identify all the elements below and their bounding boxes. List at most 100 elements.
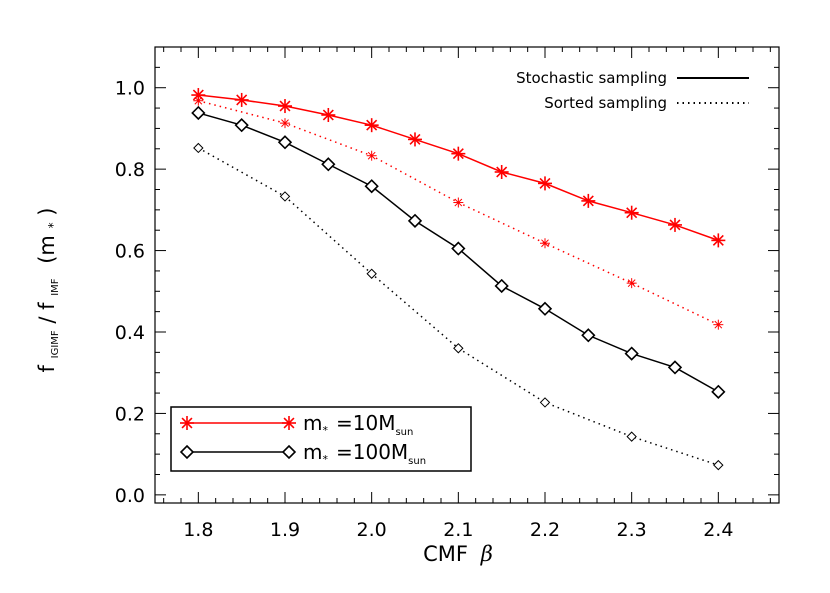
- marker-stroke: [283, 417, 295, 429]
- data-point-asterisk: [453, 197, 464, 208]
- data-point-asterisk: [581, 193, 596, 208]
- data-point-diamond: [453, 343, 464, 354]
- data-point-asterisk: [451, 146, 466, 161]
- x-tick-label: 2.3: [617, 519, 647, 541]
- marker-stroke: [367, 151, 376, 160]
- legend-marker-10msun-right: [282, 416, 296, 430]
- data-point-asterisk: [193, 95, 204, 106]
- marker-stroke: [714, 320, 723, 329]
- marker-stroke: [496, 166, 508, 178]
- x-tick-label: 1.9: [270, 519, 300, 541]
- data-point-asterisk: [321, 107, 336, 122]
- legend-msub-100: *: [322, 453, 328, 466]
- marker-stroke: [541, 239, 549, 248]
- marker-stroke: [712, 234, 724, 246]
- legend-marker-100msun-left: [179, 444, 195, 460]
- data-point-asterisk: [234, 92, 249, 107]
- y-tick-label: 0.0: [115, 485, 145, 507]
- series-0: [191, 88, 726, 248]
- data-point-asterisk: [494, 164, 509, 179]
- data-point-diamond: [277, 135, 293, 150]
- data-point-diamond: [537, 301, 553, 316]
- data-point-asterisk: [668, 217, 682, 232]
- legend-mass-box: [170, 406, 472, 472]
- marker-stroke: [452, 148, 464, 160]
- x-tick-label: 1.8: [183, 519, 213, 541]
- marker-stroke: [366, 119, 378, 131]
- marker-stroke: [627, 279, 636, 288]
- legend-diamond: [179, 444, 195, 460]
- data-point-asterisk: [540, 238, 550, 249]
- data-point-asterisk: [624, 205, 639, 220]
- legend-sub-100: sun: [408, 456, 426, 467]
- series-line: [198, 100, 719, 326]
- data-point-diamond: [711, 384, 726, 399]
- y-axis-title: f IGIMF / f IMF (m * ): [35, 208, 63, 373]
- legend-label-stochastic: Stochastic sampling: [516, 69, 667, 87]
- data-point-diamond: [279, 191, 291, 202]
- legend-msub-10: *: [322, 424, 328, 437]
- series-layer: [191, 88, 726, 471]
- x-tick-label: 2.2: [530, 519, 560, 541]
- legend-m-100: m: [303, 440, 322, 464]
- data-point-asterisk: [626, 278, 637, 289]
- y-label-arg-close: ): [35, 208, 59, 216]
- data-point-diamond: [667, 360, 683, 375]
- data-point-diamond: [451, 241, 466, 256]
- data-point-diamond: [193, 142, 204, 154]
- data-point-asterisk: [278, 99, 292, 114]
- marker-stroke: [181, 417, 193, 429]
- legend-asterisk: [180, 416, 194, 430]
- x-tick-label: 2.4: [703, 519, 733, 541]
- plot-frame: [154, 46, 780, 504]
- data-point-diamond: [494, 278, 509, 294]
- data-point-asterisk: [713, 319, 724, 330]
- data-point-diamond: [191, 105, 206, 121]
- legend-eq-100: =100M: [336, 440, 408, 464]
- y-label-slash: /: [35, 316, 59, 324]
- y-tick-label: 0.8: [115, 159, 145, 181]
- legend-sub-10: sun: [395, 427, 413, 438]
- y-label-f2: f: [35, 302, 59, 310]
- legend-asterisk: [282, 416, 296, 430]
- y-tick-label: 0.4: [115, 322, 145, 344]
- y-tick-label: 0.2: [115, 403, 145, 425]
- data-point-diamond: [581, 328, 596, 343]
- data-point-diamond: [626, 431, 637, 442]
- marker-stroke: [582, 195, 594, 207]
- x-tick-label: 2.0: [357, 519, 387, 541]
- marker-stroke: [669, 219, 681, 231]
- data-point-diamond: [234, 118, 249, 133]
- y-tick-label: 0.6: [115, 241, 145, 263]
- data-point-diamond: [366, 268, 377, 279]
- y-tick-label: 1.0: [115, 78, 145, 100]
- data-point-asterisk: [280, 118, 290, 129]
- data-point-asterisk: [711, 233, 726, 248]
- legend-marker-100msun-right: [281, 444, 297, 460]
- data-point-asterisk: [366, 150, 377, 161]
- x-axis-label: CMF: [423, 542, 468, 566]
- series-2: [191, 105, 726, 399]
- legend-eq-10: =10M: [336, 411, 395, 435]
- y-label-f1: f: [35, 364, 59, 372]
- legend-label-10msun: m* =10Msun: [303, 411, 413, 438]
- data-point-diamond: [407, 213, 423, 228]
- y-label-sub2: IMF: [50, 278, 61, 296]
- data-point-diamond: [321, 157, 336, 172]
- legend-m-10: m: [303, 411, 322, 435]
- marker-stroke: [279, 100, 291, 112]
- data-point-diamond: [713, 459, 724, 471]
- x-axis-symbol: β: [480, 542, 493, 566]
- y-label-sub1: IGIMF: [50, 330, 61, 358]
- legend-marker-10msun-left: [180, 416, 194, 430]
- marker-stroke: [409, 133, 421, 145]
- data-point-diamond: [539, 397, 551, 408]
- y-label-arg: (m: [35, 235, 59, 264]
- series-line: [198, 94, 719, 242]
- y-label-arg-sub: *: [46, 222, 60, 228]
- data-point-asterisk: [364, 118, 379, 133]
- marker-stroke: [626, 207, 638, 219]
- data-point-asterisk: [191, 88, 206, 103]
- x-tick-label: 2.1: [443, 519, 473, 541]
